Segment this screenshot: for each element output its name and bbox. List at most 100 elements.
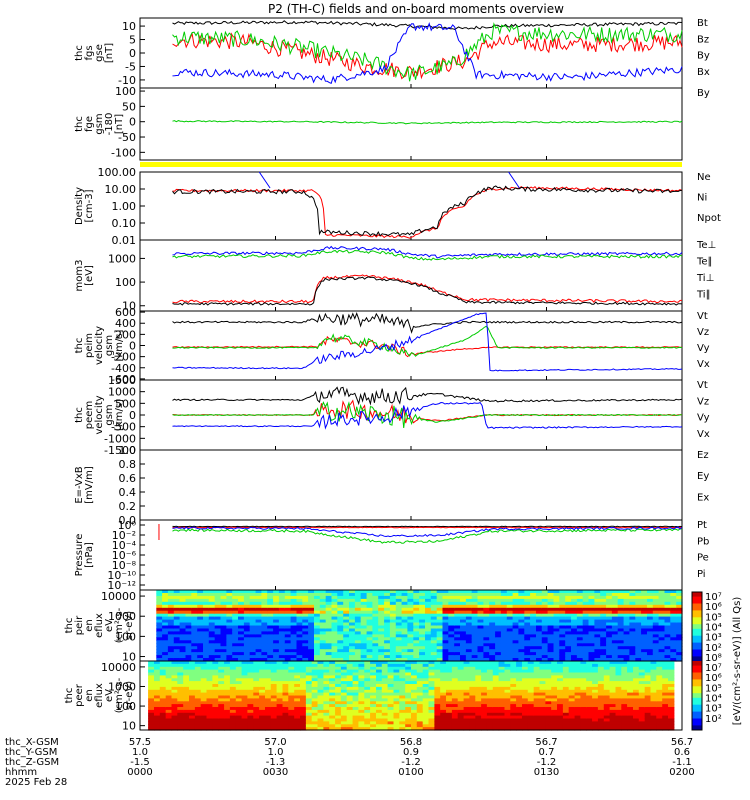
- spectrogram-cell: [273, 613, 280, 618]
- spectrogram-cell: [194, 709, 202, 714]
- spectrogram-cell: [384, 631, 391, 635]
- spectrogram-cell: [156, 601, 163, 606]
- spectrogram-cell: [500, 604, 508, 609]
- spectrogram-cell: [411, 715, 418, 720]
- spectrogram-cell: [506, 649, 514, 653]
- spectrogram-cell: [582, 637, 590, 641]
- spectrogram-cell: [454, 619, 461, 624]
- spectrogram-cell: [611, 655, 619, 659]
- spectrogram-cell: [522, 678, 529, 682]
- spectrogram-cell: [159, 695, 167, 699]
- spectrogram-cell: [574, 692, 581, 697]
- spectrogram-cell: [492, 684, 500, 688]
- spectrogram-cell: [597, 704, 605, 708]
- spectrogram-cell: [588, 655, 595, 659]
- spectrogram-cell: [536, 607, 543, 612]
- spectrogram-cell: [259, 709, 266, 714]
- spectrogram-cell: [384, 601, 391, 606]
- y-axis-label: [cm-3]: [84, 189, 95, 222]
- spectrogram-cell: [296, 643, 303, 647]
- spectrogram-cell: [603, 707, 611, 711]
- spectrogram-cell: [586, 718, 593, 722]
- spectrogram-cell: [664, 634, 671, 638]
- spectrogram-cell: [451, 698, 459, 702]
- spectrogram-cell: [627, 704, 634, 708]
- spectrogram-cell: [644, 701, 652, 705]
- spectrogram-cell: [389, 590, 397, 594]
- spectrogram-cell: [278, 628, 286, 633]
- spectrogram-cell: [154, 701, 161, 705]
- spectrogram-cell: [273, 634, 280, 638]
- spectrogram-cell: [270, 692, 278, 697]
- spectrogram-cell: [387, 724, 394, 728]
- spectrogram-cell: [557, 689, 564, 694]
- spectrogram-cell: [576, 613, 584, 618]
- spectrogram-cell: [557, 695, 564, 699]
- spectrogram-cell: [241, 695, 248, 699]
- spectrogram-cell: [471, 616, 479, 621]
- spectrogram-cell: [527, 663, 535, 668]
- spectrogram-cell: [232, 622, 239, 627]
- spectrogram-cell: [167, 622, 175, 627]
- spectrogram-cell: [387, 707, 394, 711]
- spectrogram-cell: [425, 625, 432, 630]
- spectrogram-cell: [349, 613, 356, 618]
- spectrogram-cell: [282, 686, 289, 691]
- spectrogram-cell: [311, 704, 319, 708]
- spectrogram-cell: [173, 610, 181, 615]
- spectrogram-cell: [571, 649, 578, 653]
- spectrogram-cell: [506, 616, 514, 621]
- spectrogram-cell: [335, 721, 342, 725]
- spectrogram-cell: [366, 646, 373, 650]
- y-axis-label: peem: [84, 401, 95, 429]
- spectrogram-cell: [399, 701, 406, 705]
- spectrogram-cell: [399, 675, 406, 679]
- spectrogram-cell: [290, 613, 297, 618]
- spectrogram-cell: [314, 646, 321, 650]
- spectrogram-cell: [162, 631, 169, 635]
- spectrogram-cell: [349, 601, 356, 606]
- spectrogram-cell: [504, 695, 511, 699]
- spectrogram-cell: [516, 712, 523, 717]
- spectrogram-cell: [259, 701, 266, 705]
- spectrogram-cell: [393, 721, 400, 725]
- spectrogram-cell: [235, 695, 243, 699]
- spectrogram-cell: [278, 610, 286, 615]
- spectrogram-cell: [331, 610, 338, 615]
- spectrogram-cell: [214, 593, 222, 597]
- spectrogram-cell: [553, 604, 560, 609]
- spectrogram-cell: [282, 692, 289, 697]
- spectrogram-cell: [527, 681, 535, 685]
- spectrogram-cell: [562, 727, 570, 731]
- spectrogram-cell: [545, 712, 552, 717]
- spectrogram-cell: [658, 649, 665, 653]
- spectrogram-cell: [658, 590, 665, 594]
- spectrogram-cell: [477, 625, 484, 630]
- spectrogram-cell: [638, 704, 646, 708]
- spectrogram-cell: [481, 661, 488, 665]
- spectrogram-cell: [191, 616, 198, 621]
- spectrogram-cell: [276, 678, 283, 682]
- spectrogram-cell: [606, 598, 613, 603]
- spectrogram-cell: [481, 672, 488, 676]
- spectrogram-cell: [370, 669, 377, 674]
- spectrogram-cell: [670, 640, 677, 644]
- spectrogram-cell: [407, 658, 414, 662]
- spectrogram-cell: [541, 658, 549, 662]
- y-axis-label: mom3: [74, 260, 85, 292]
- spectrogram-cell: [267, 590, 274, 594]
- spectrogram-cell: [541, 607, 549, 612]
- spectrogram-cell: [340, 684, 348, 688]
- spectrogram-cell: [518, 601, 525, 606]
- spectrogram-cell: [451, 692, 459, 697]
- spectrogram-cell: [465, 601, 473, 606]
- spectrogram-cell: [576, 649, 584, 653]
- spectrogram-cell: [329, 704, 336, 708]
- y-axis-label: en: [84, 619, 95, 632]
- spectrogram-cell: [644, 663, 652, 668]
- spectrogram-cell: [668, 698, 675, 702]
- spectrogram-cell: [562, 684, 570, 688]
- spectrogram-cell: [522, 718, 529, 722]
- spectrogram-cell: [189, 669, 196, 674]
- spectrogram-cell: [580, 666, 587, 671]
